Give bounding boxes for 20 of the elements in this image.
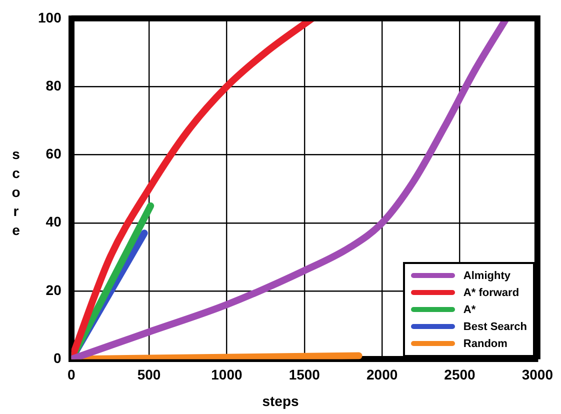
x-tick-label: 3000 xyxy=(522,366,554,382)
x-axis-title: steps xyxy=(261,393,300,409)
y-tick-label: 20 xyxy=(46,282,62,298)
x-tick-label: 2500 xyxy=(444,366,476,382)
x-tick-label: 1500 xyxy=(288,366,320,382)
y-tick-label: 100 xyxy=(38,9,62,26)
y-tick-label: 40 xyxy=(46,214,62,230)
x-tick-label: 2000 xyxy=(366,366,398,382)
y-tick-label: 0 xyxy=(54,350,62,366)
y-tick-label: 60 xyxy=(46,146,62,162)
legend-label: Almighty xyxy=(463,270,510,282)
x-tick-label: 0 xyxy=(67,366,76,382)
legend-label: Best Search xyxy=(463,320,528,333)
legend-label: A* xyxy=(463,304,476,316)
x-tick-label: 1000 xyxy=(211,366,242,382)
y-axis-title: score xyxy=(10,145,22,240)
x-tick-label: 500 xyxy=(137,366,161,382)
y-tick-label: 80 xyxy=(46,77,62,94)
legend-label: A* forward xyxy=(463,286,520,299)
legend-label: Random xyxy=(463,338,508,350)
